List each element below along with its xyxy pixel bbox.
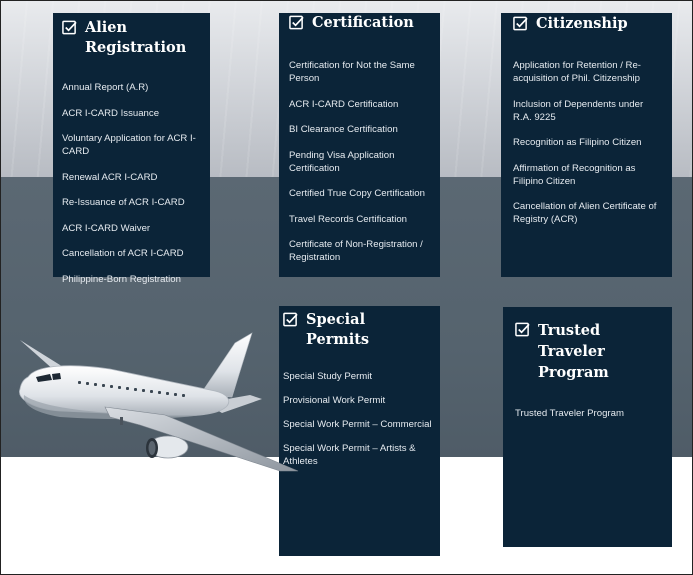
list-item[interactable]: Renewal ACR I-CARD [62,171,158,183]
list-item[interactable]: Affirmation of Recognition as Filipino C… [513,162,636,187]
list-item[interactable]: ACR I-CARD Issuance [62,107,160,119]
citizenship-title: Citizenship [536,15,628,32]
trusted-traveler-heading[interactable]: Trusted Traveler Program [515,320,664,383]
certification-card: Certification Certification for Not the … [279,13,440,277]
list-item[interactable]: Application for Retention / Re-acquisiti… [513,60,641,84]
list-item[interactable]: Certificate of Non-Registration / Regist… [289,239,423,263]
alien-registration-heading[interactable]: Alien Registration [62,18,202,58]
checkbox-icon [283,312,298,327]
list-item[interactable]: BI Clearance Certification [289,124,398,135]
list-item[interactable]: Special Work Permit – Artists & Athletes [283,443,416,467]
list-item[interactable]: Certified True Copy Certification [289,188,425,199]
list-item[interactable]: Cancellation of Alien Certificate of Reg… [513,201,657,225]
citizenship-card: Citizenship Application for Retention / … [501,13,672,277]
trusted-traveler-list: Trusted Traveler Program [515,407,664,420]
list-item[interactable]: Travel Records Certification [289,213,408,225]
list-item[interactable]: Special Work Permit – Commercial [283,419,432,430]
trusted-traveler-card: Trusted Traveler Program Trusted Travele… [503,307,672,547]
list-item[interactable]: Special Study Permit [283,371,373,382]
list-item[interactable]: Provisional Work Permit [283,395,386,406]
citizenship-list: Application for Retention / Re-acquisiti… [513,59,664,226]
certification-list: Certification for Not the Same Person AC… [289,59,433,264]
list-item[interactable]: Certification for Not the Same Person [289,60,415,84]
trusted-traveler-title: Trusted Traveler Program [538,322,609,381]
certification-heading[interactable]: Certification [289,13,433,33]
list-item[interactable]: Trusted Traveler Program [515,408,624,419]
citizenship-heading[interactable]: Citizenship [513,14,664,34]
special-permits-card: Special Permits Special Study Permit Pro… [279,306,440,556]
list-item[interactable]: Voluntary Application for ACR I-CARD [62,133,196,157]
alien-registration-title: Alien Registration [85,19,187,56]
list-item[interactable]: ACR I-CARD Certification [289,98,399,110]
list-item[interactable]: Re-Issuance of ACR I-CARD [62,197,185,208]
special-permits-title: Special Permits [306,311,370,348]
list-item[interactable]: Cancellation of ACR I-CARD [62,248,184,259]
alien-registration-card: Alien Registration Annual Report (A.R) A… [53,13,210,285]
checkbox-icon [62,20,77,35]
special-permits-list: Special Study Permit Provisional Work Pe… [283,370,433,468]
certification-title: Certification [312,14,414,31]
checkbox-icon [289,15,304,30]
checkbox-icon [513,16,528,31]
list-item[interactable]: Inclusion of Dependents under R.A. 9225 [513,98,644,123]
list-item[interactable]: ACR I-CARD Waiver [62,222,151,234]
list-item[interactable]: Pending Visa Application Certification [289,149,395,174]
alien-registration-list: Annual Report (A.R) ACR I-CARD Issuance … [62,81,202,286]
special-permits-heading[interactable]: Special Permits [283,310,433,350]
list-item[interactable]: Annual Report (A.R) [62,82,149,93]
list-item[interactable]: Recognition as Filipino Citizen [513,137,642,148]
checkbox-icon [515,322,530,337]
airplane-image [19,332,299,472]
list-item[interactable]: Philippine-Born Registration [62,273,181,285]
